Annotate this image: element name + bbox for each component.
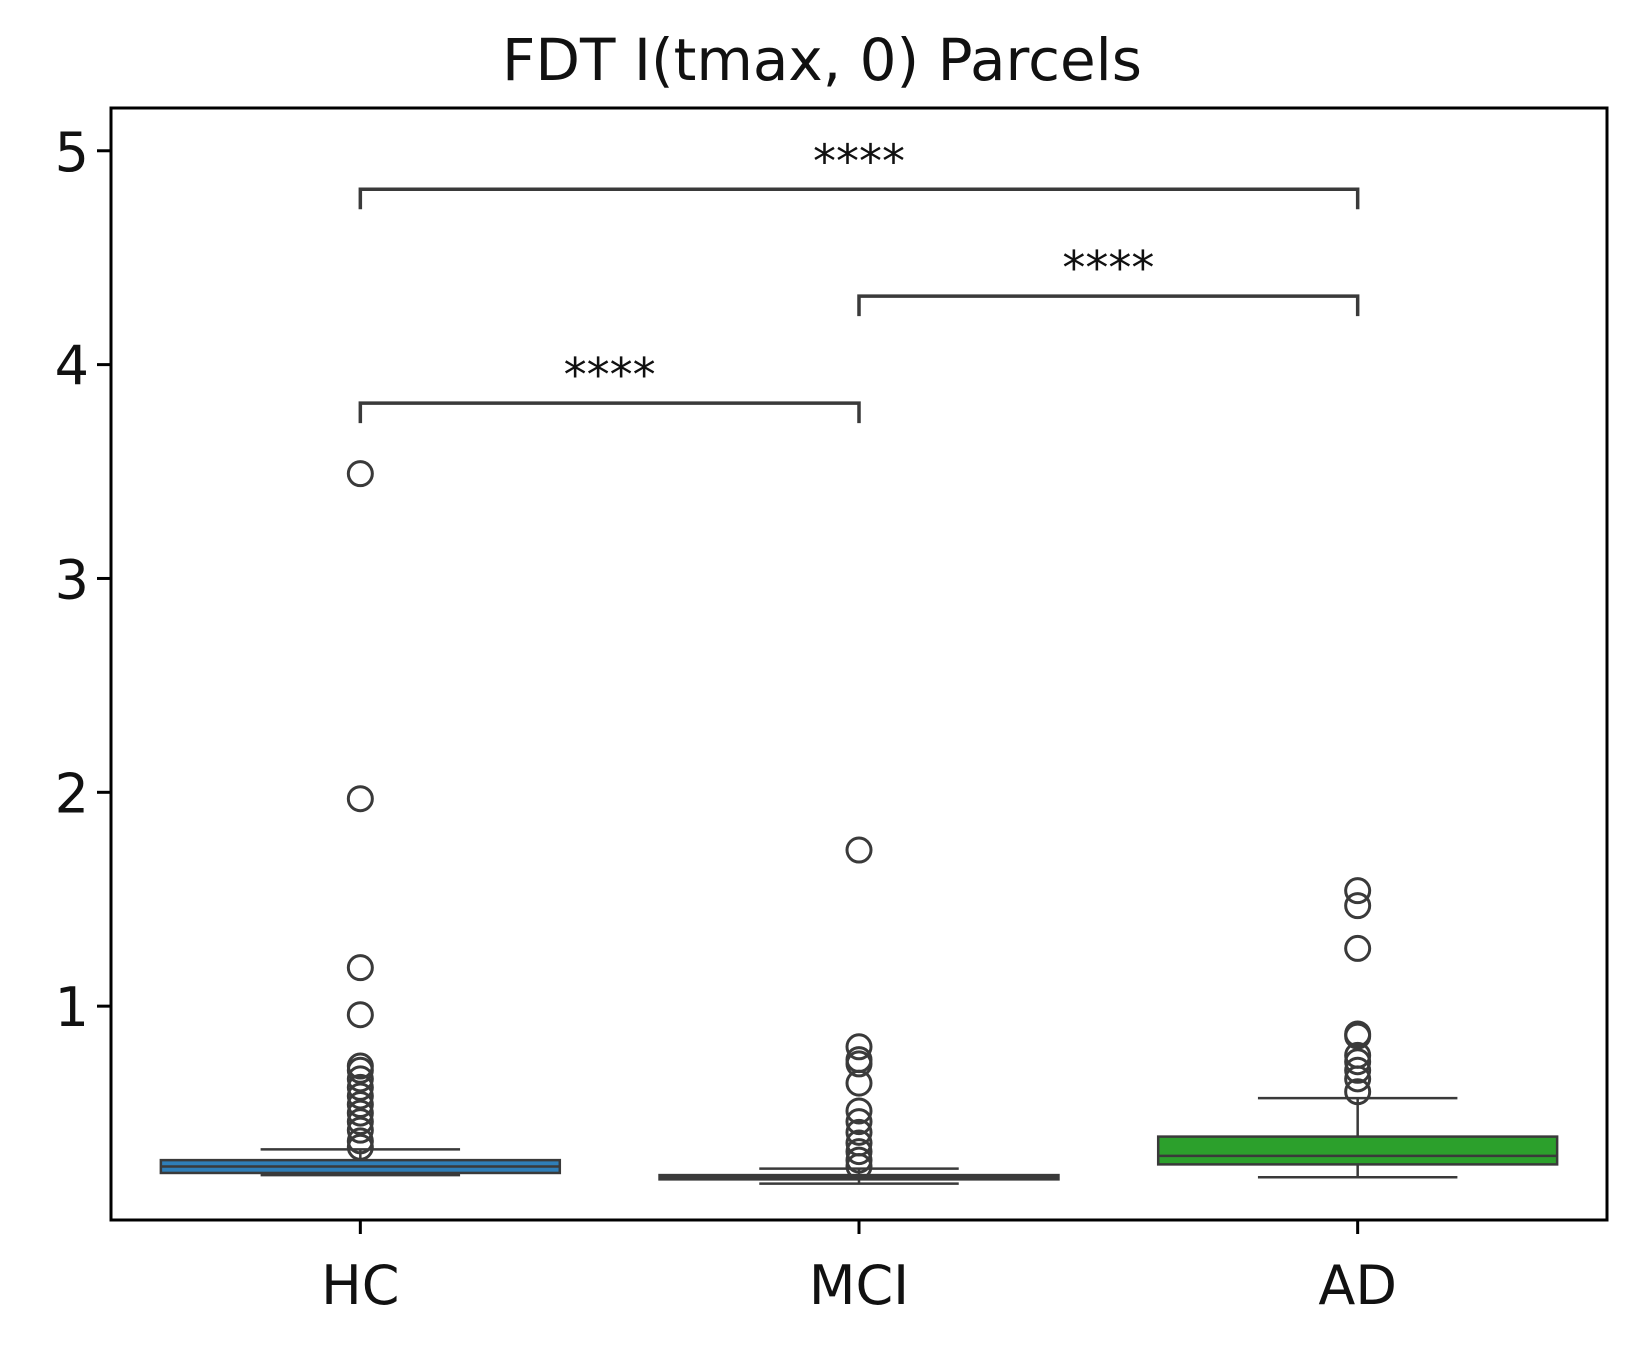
outlier-point-mci — [845, 1146, 873, 1174]
significance-bracket-hc-mci — [358, 401, 861, 424]
outlier-point-hc — [346, 954, 374, 982]
y-tick-label: 2 — [55, 762, 89, 825]
outlier-point-mci — [845, 836, 873, 864]
outlier-point-mci — [845, 1129, 873, 1157]
box-ad — [1156, 1135, 1559, 1166]
outlier-point-hc — [346, 1052, 374, 1080]
x-tick-label-mci: MCI — [809, 1254, 909, 1317]
outlier-point-ad — [1344, 1020, 1372, 1048]
outlier-point-hc — [346, 460, 374, 488]
outlier-point-hc — [346, 785, 374, 813]
outlier-point-mci — [845, 1138, 873, 1166]
significance-label-mci-ad: **** — [1062, 241, 1154, 295]
outlier-point-hc — [346, 1091, 374, 1119]
outlier-point-mci — [845, 1108, 873, 1136]
outlier-point-mci — [845, 1097, 873, 1125]
outlier-point-hc — [346, 1073, 374, 1101]
x-tick-label-ad: AD — [1318, 1254, 1397, 1317]
y-tick-label: 3 — [55, 548, 89, 611]
outlier-point-hc — [346, 1108, 374, 1136]
y-tick-label: 5 — [55, 121, 89, 184]
significance-label-hc-ad: **** — [813, 134, 905, 188]
x-tick-label-hc: HC — [321, 1254, 399, 1317]
outlier-point-mci — [845, 1118, 873, 1146]
outlier-point-ad — [1344, 1048, 1372, 1076]
outlier-point-mci — [845, 1046, 873, 1074]
outlier-point-ad — [1344, 934, 1372, 962]
significance-bracket-mci-ad — [857, 294, 1360, 317]
outlier-point-hc — [346, 1099, 374, 1127]
outlier-point-hc — [346, 1001, 374, 1029]
outlier-point-ad — [1344, 1078, 1372, 1106]
outlier-point-mci — [845, 1033, 873, 1061]
significance-bracket-hc-ad — [358, 187, 1360, 210]
chart-title: FDT I(tmax, 0) Parcels — [502, 26, 1142, 94]
outlier-point-hc — [346, 1127, 374, 1155]
plot-area: 1 2 3 4 5 HC MCI AD **** **** **** — [55, 106, 1609, 1317]
outlier-point-ad — [1344, 877, 1372, 905]
y-tick-label: 1 — [55, 976, 89, 1039]
outlier-point-hc — [346, 1082, 374, 1110]
outlier-point-hc — [346, 1116, 374, 1144]
outlier-point-ad — [1344, 892, 1372, 920]
significance-label-hc-mci: **** — [564, 348, 656, 402]
outlier-point-ad — [1344, 1041, 1372, 1069]
y-tick-label: 4 — [55, 335, 89, 398]
outlier-point-ad — [1344, 1056, 1372, 1084]
outlier-point-hc — [346, 1065, 374, 1093]
outlier-point-hc — [346, 1133, 374, 1161]
